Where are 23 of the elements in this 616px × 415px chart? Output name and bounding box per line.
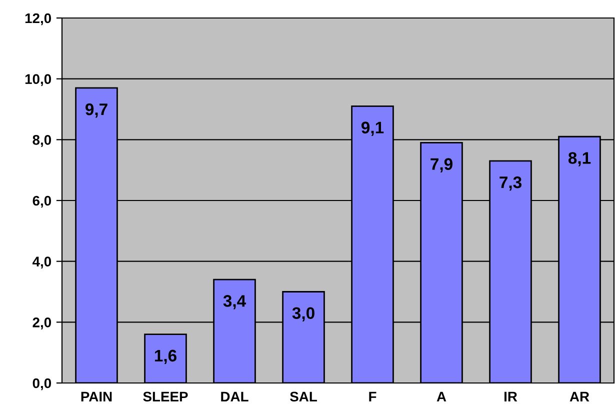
x-tick-label: SAL bbox=[290, 392, 317, 402]
data-label: 3,0 bbox=[292, 307, 314, 322]
x-tick-label: SLEEP bbox=[143, 392, 188, 402]
data-label: 7,9 bbox=[430, 158, 452, 172]
data-label: 1,6 bbox=[154, 350, 176, 364]
x-tick-label: A bbox=[436, 392, 446, 402]
y-tick-label: 8,0 bbox=[32, 135, 52, 147]
y-tick-label: 12,0 bbox=[25, 13, 52, 26]
y-tick-label: 6,0 bbox=[32, 196, 52, 208]
x-tick-label: DAL bbox=[221, 392, 248, 402]
data-label: 8,1 bbox=[568, 152, 591, 166]
y-tick-label: 4,0 bbox=[32, 256, 52, 269]
data-label: 7,3 bbox=[500, 176, 522, 191]
data-label: 3,4 bbox=[223, 295, 246, 310]
y-tick-label: 10,0 bbox=[25, 74, 52, 86]
data-label: 9,1 bbox=[361, 122, 384, 136]
x-tick-label: PAIN bbox=[81, 392, 112, 402]
x-tick-label: F bbox=[369, 392, 376, 402]
data-label: 9,7 bbox=[85, 103, 108, 118]
x-tick-label: IR bbox=[504, 392, 518, 402]
y-tick-label: 2,0 bbox=[32, 318, 52, 330]
y-tick-label: 0,0 bbox=[32, 378, 52, 390]
x-tick-label: AR bbox=[570, 392, 590, 402]
